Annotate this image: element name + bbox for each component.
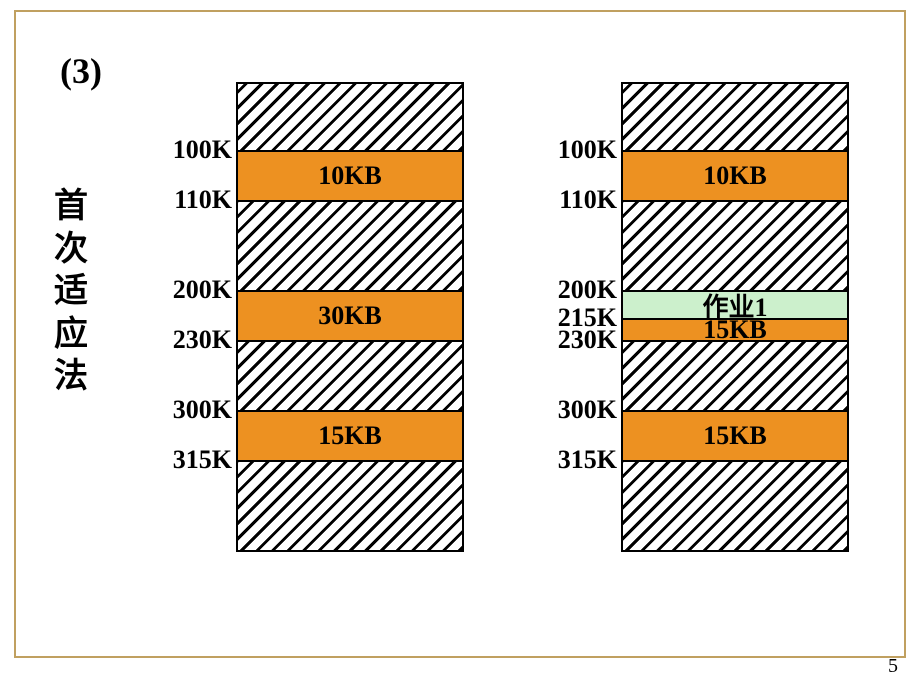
memory-free-block: 作业1 — [621, 290, 849, 318]
address-label: 100K — [547, 135, 617, 165]
memory-column-left: 10KB 30KB 15KB — [236, 82, 464, 552]
segment-label: 10KB — [318, 161, 382, 191]
page-number: 5 — [888, 655, 898, 678]
address-label: 110K — [547, 185, 617, 215]
side-title-char: 适 — [54, 271, 88, 314]
segment-label: 15KB — [318, 421, 382, 451]
address-label: 230K — [162, 325, 232, 355]
address-label: 300K — [547, 395, 617, 425]
memory-used-block — [236, 340, 464, 410]
segment-label: 10KB — [703, 161, 767, 191]
address-label: 315K — [162, 445, 232, 475]
memory-used-block — [621, 82, 849, 150]
memory-used-block — [236, 460, 464, 552]
address-label: 200K — [162, 275, 232, 305]
address-label: 300K — [162, 395, 232, 425]
memory-column-right: 10KB作业115KB15KB — [621, 82, 849, 552]
address-label: 100K — [162, 135, 232, 165]
memory-used-block — [236, 82, 464, 150]
side-title-char: 次 — [54, 229, 88, 272]
side-title-char: 应 — [54, 314, 88, 357]
memory-used-block — [621, 340, 849, 410]
side-title-char: 首 — [54, 186, 88, 229]
side-title: 首 次 适 应 法 — [54, 186, 88, 399]
address-label: 200K — [547, 275, 617, 305]
memory-used-block — [621, 460, 849, 552]
segment-label: 30KB — [318, 301, 382, 331]
segment-label: 15KB — [703, 421, 767, 451]
memory-free-block: 10KB — [236, 150, 464, 200]
address-label: 110K — [162, 185, 232, 215]
memory-free-block: 30KB — [236, 290, 464, 340]
memory-used-block — [236, 200, 464, 290]
memory-free-block: 10KB — [621, 150, 849, 200]
side-title-char: 法 — [54, 356, 88, 399]
address-label: 315K — [547, 445, 617, 475]
memory-used-block — [621, 200, 849, 290]
slide-number-label: (3) — [60, 50, 102, 92]
memory-free-block: 15KB — [621, 410, 849, 460]
address-label: 230K — [547, 325, 617, 355]
memory-free-block: 15KB — [236, 410, 464, 460]
memory-free-block: 15KB — [621, 318, 849, 340]
